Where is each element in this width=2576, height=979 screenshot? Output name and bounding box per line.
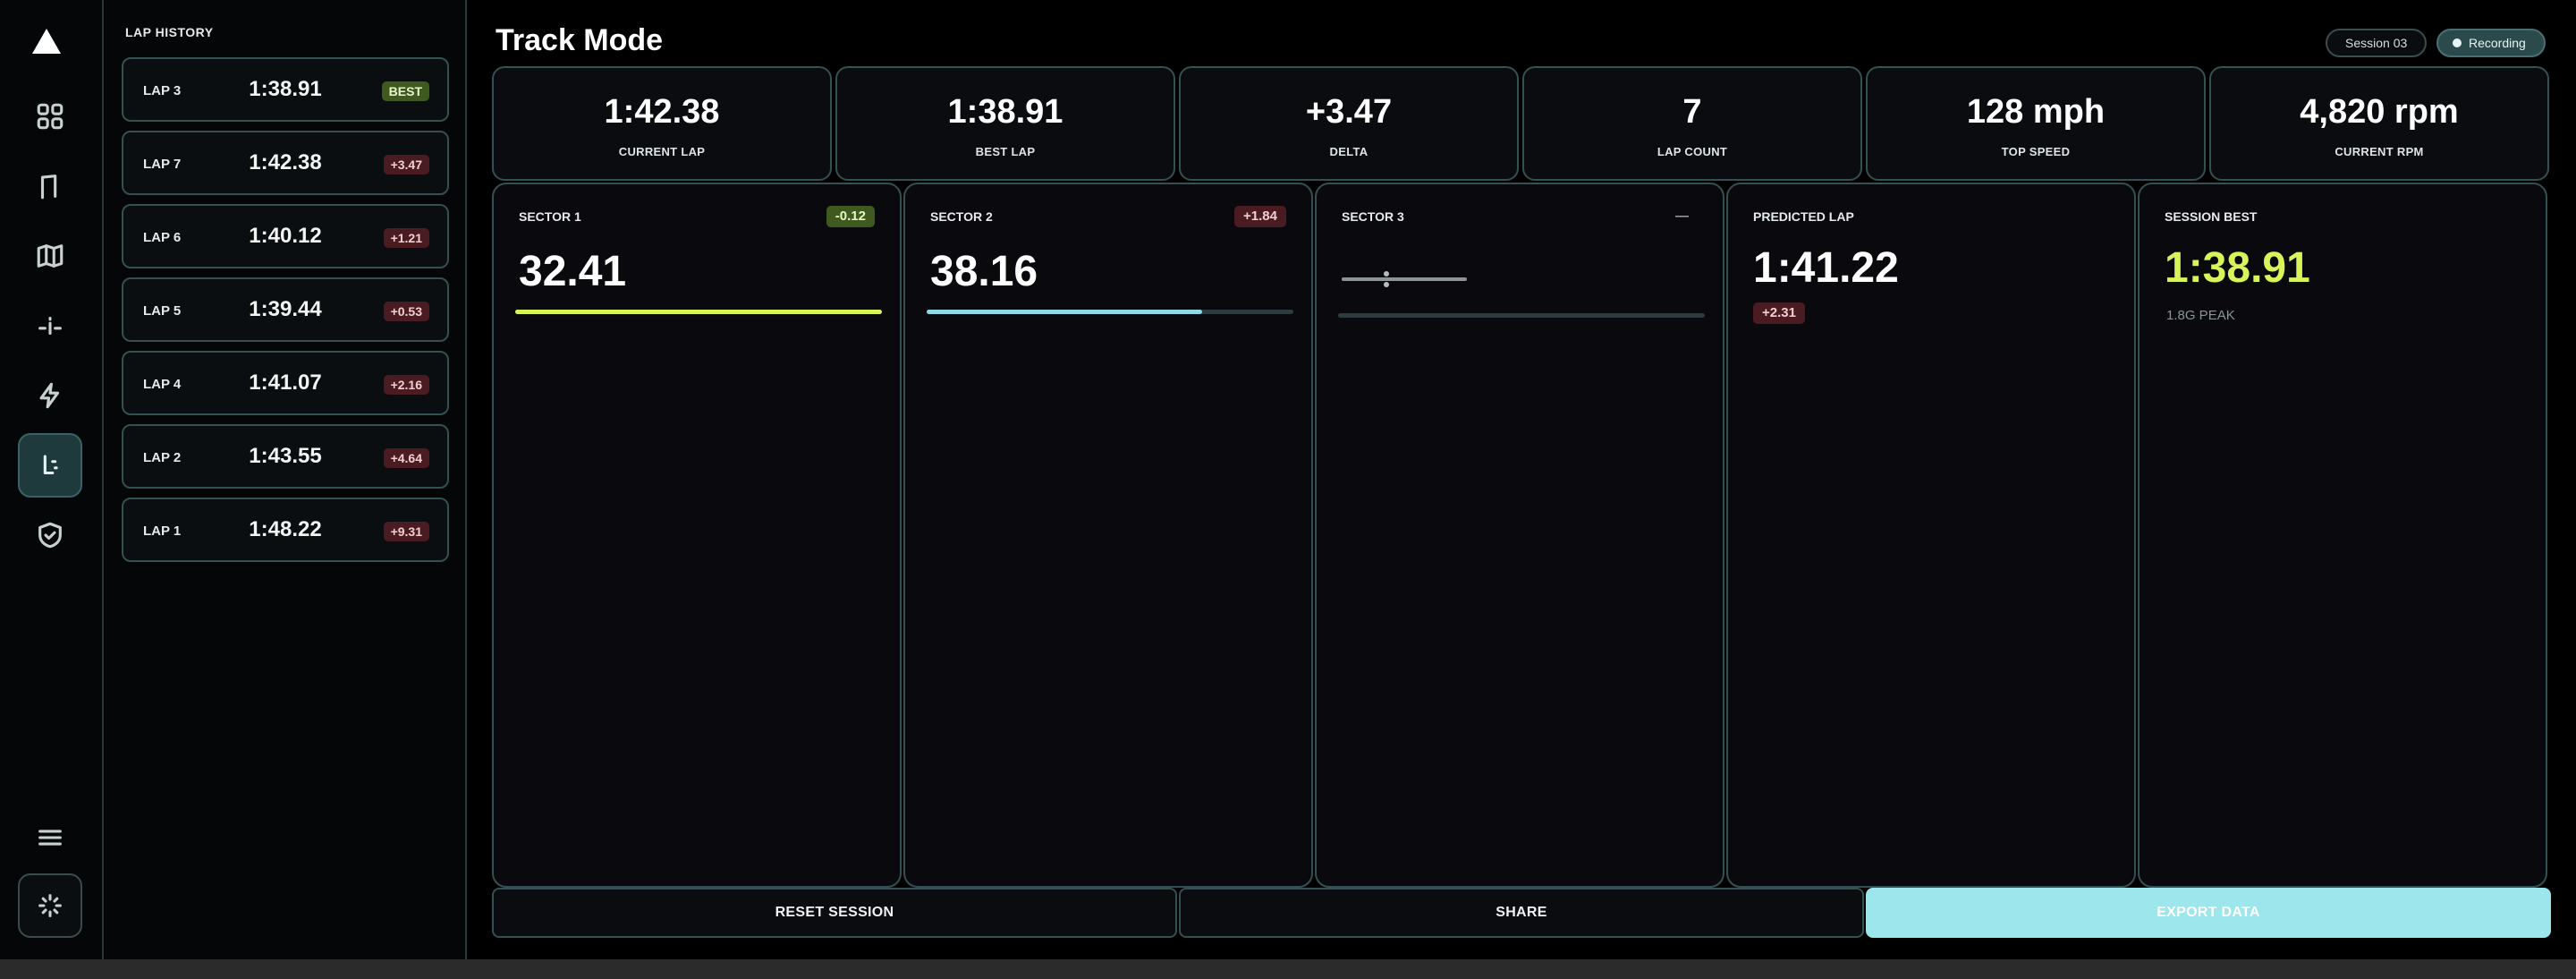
sector-label: SECTOR 3 [1342, 209, 1404, 224]
lap-history-panel: LAP HISTORY LAP 3 1:38.91 BEST LAP 7 1:4… [106, 0, 467, 959]
lap-label: LAP 7 [143, 157, 182, 172]
bolt-icon[interactable] [18, 363, 82, 428]
lap-time: 1:41.07 [249, 370, 322, 395]
sector-time: 38.16 [930, 248, 1038, 295]
lap-delta-badge: +0.53 [383, 302, 429, 321]
flag-icon[interactable] [18, 154, 82, 218]
lap-time: 1:40.12 [249, 224, 322, 248]
stat-value: +3.47 [1305, 93, 1393, 131]
menu-icon[interactable] [18, 805, 82, 870]
lap-item[interactable]: LAP 7 1:42.38 +3.47 [122, 131, 449, 195]
lap-item[interactable]: LAP 6 1:40.12 +1.21 [122, 204, 449, 268]
page-title: Track Mode [496, 23, 664, 57]
footer-bar [0, 959, 2576, 979]
lap-label: LAP 3 [143, 83, 182, 98]
slider-knob [1383, 271, 1390, 287]
sector-3-card: SECTOR 3 — [1315, 183, 1724, 888]
lap-time: 1:39.44 [249, 297, 322, 321]
lap-item[interactable]: LAP 4 1:41.07 +2.16 [122, 351, 449, 415]
lap-history-title: LAP HISTORY [125, 25, 214, 39]
stat-value: 4,820 rpm [2300, 93, 2459, 131]
lap-label: LAP 2 [143, 450, 182, 465]
logo-icon[interactable] [32, 29, 61, 54]
lap-delta-badge: +9.31 [383, 522, 429, 541]
lap-time: 1:43.55 [249, 444, 322, 468]
map-icon[interactable] [18, 224, 82, 288]
recording-status[interactable]: Recording [2436, 29, 2546, 57]
sector-progress-fill [927, 310, 1202, 314]
session-best-time: 1:38.91 [2165, 244, 2310, 292]
lap-delta-badge: +4.64 [383, 448, 429, 468]
sector-label: SECTOR 2 [930, 209, 993, 224]
timer-icon[interactable] [18, 433, 82, 498]
sector-progress-track [515, 310, 882, 314]
lap-label: LAP 4 [143, 377, 182, 392]
lap-label: LAP 1 [143, 524, 182, 539]
lap-label: LAP 5 [143, 303, 182, 319]
nav-rail [0, 0, 104, 959]
stat-value: 7 [1682, 93, 1702, 131]
stat-best-lap: 1:38.91 BEST LAP [835, 66, 1175, 181]
stat-label: LAP COUNT [1657, 145, 1728, 158]
sector-delta-badge: — [1675, 209, 1689, 224]
session-best-sub: 1.8G PEAK [2166, 308, 2235, 323]
predicted-label: PREDICTED LAP [1753, 209, 1854, 224]
lap-label: LAP 6 [143, 230, 182, 245]
sliders-icon[interactable] [18, 294, 82, 358]
lap-time: 1:38.91 [249, 77, 322, 101]
stat-label: TOP SPEED [2001, 145, 2071, 158]
loader-icon[interactable] [18, 873, 82, 938]
lap-item[interactable]: LAP 2 1:43.55 +4.64 [122, 424, 449, 489]
sector-progress-track [927, 310, 1293, 314]
stat-current-rpm: 4,820 rpm CURRENT RPM [2209, 66, 2549, 181]
lap-item[interactable]: LAP 1 1:48.22 +9.31 [122, 498, 449, 562]
stat-value: 128 mph [1966, 93, 2106, 131]
stat-top-speed: 128 mph TOP SPEED [1866, 66, 2206, 181]
predicted-delta-badge: +2.31 [1753, 302, 1805, 324]
sector-progress-track [1338, 313, 1705, 318]
dashboard-icon[interactable] [18, 84, 82, 149]
lap-time: 1:42.38 [249, 150, 322, 175]
sector-label: SECTOR 1 [519, 209, 581, 224]
lap-delta-badge: +1.21 [383, 228, 429, 248]
lap-delta-badge: BEST [381, 81, 429, 101]
sector-loading-indicator [1342, 270, 1467, 288]
stat-value: 1:38.91 [947, 93, 1063, 131]
sector-time: 32.41 [519, 248, 627, 295]
reset-session-button[interactable]: RESET SESSION [492, 888, 1177, 938]
session-best-label: SESSION BEST [2165, 209, 2258, 224]
lap-delta-badge: +2.16 [383, 375, 429, 395]
sector-progress-fill [515, 310, 882, 314]
stat-label: BEST LAP [975, 145, 1036, 158]
stat-label: CURRENT LAP [618, 145, 706, 158]
lap-item[interactable]: LAP 3 1:38.91 BEST [122, 57, 449, 122]
recording-label: Recording [2469, 36, 2526, 50]
recording-dot-icon [2453, 38, 2462, 47]
predicted-time: 1:41.22 [1753, 244, 1899, 292]
main-content: Track Mode Session 03 Recording 1:42.38 … [469, 0, 2576, 959]
session-best-card: SESSION BEST 1:38.91 1.8G PEAK [2138, 183, 2547, 888]
sector-1-card: SECTOR 1 -0.12 32.41 [492, 183, 902, 888]
stat-current-lap: 1:42.38 CURRENT LAP [492, 66, 832, 181]
sector-delta-badge: -0.12 [826, 206, 875, 227]
share-button[interactable]: SHARE [1179, 888, 1864, 938]
shield-icon[interactable] [18, 503, 82, 567]
stat-label: DELTA [1329, 145, 1368, 158]
lap-delta-badge: +3.47 [383, 155, 429, 175]
lap-time: 1:48.22 [249, 517, 322, 541]
predicted-lap-card: PREDICTED LAP 1:41.22 +2.31 [1726, 183, 2136, 888]
export-data-button[interactable]: EXPORT DATA [1866, 888, 2551, 938]
stat-delta: +3.47 DELTA [1179, 66, 1519, 181]
lap-item[interactable]: LAP 5 1:39.44 +0.53 [122, 277, 449, 342]
stat-value: 1:42.38 [604, 93, 720, 131]
stat-label: CURRENT RPM [2334, 145, 2424, 158]
sector-2-card: SECTOR 2 +1.84 38.16 [903, 183, 1313, 888]
stat-lap-count: 7 LAP COUNT [1522, 66, 1862, 181]
sector-delta-badge: +1.84 [1234, 206, 1286, 227]
session-badge[interactable]: Session 03 [2326, 29, 2428, 57]
